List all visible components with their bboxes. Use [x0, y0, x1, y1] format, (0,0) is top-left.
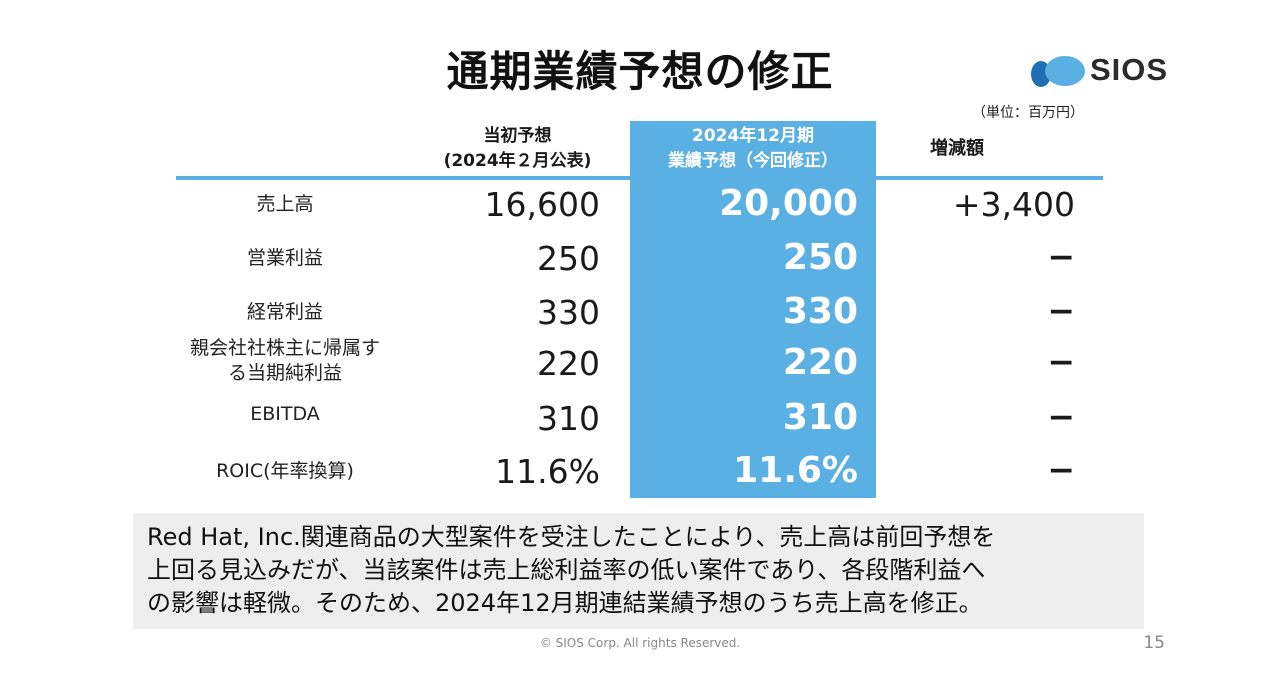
sios-logo: SIOS — [1028, 48, 1178, 94]
header-revised-forecast: 2024年12月期 業績予想（今回修正） — [668, 126, 838, 171]
table-row: 営業利益 250 250 − — [0, 235, 1280, 289]
note-line: の影響は軽微。そのため、2024年12月期連結業績予想のうち売上高を修正。 — [147, 589, 983, 617]
row-label: 経常利益 — [246, 301, 323, 323]
header-original-forecast: 当初予想 (2024年２月公表) — [443, 126, 592, 171]
table-row: 経常利益 330 330 − — [0, 289, 1280, 343]
sios-logo-icon — [1031, 56, 1085, 87]
original-value: 16,600 — [484, 185, 600, 224]
original-value: 220 — [537, 344, 600, 383]
table-row: ROIC(年率換算) 11.6% 11.6% − — [0, 448, 1280, 502]
table-row: EBITDA 310 310 − — [0, 395, 1280, 449]
difference-value: − — [1047, 450, 1075, 489]
row-label: 親会社社株主に帰属す る当期純利益 — [189, 337, 380, 384]
table-row: 売上高 16,600 20,000 +3,400 — [0, 181, 1280, 235]
unit-label: （単位：百万円） — [972, 105, 1084, 121]
difference-value: − — [1047, 291, 1075, 330]
revised-value: 330 — [782, 291, 858, 332]
original-value: 250 — [537, 239, 600, 278]
table-row: 親会社社株主に帰属す る当期純利益 220 220 − — [0, 337, 1280, 392]
revised-value: 220 — [782, 342, 858, 383]
slide-title: 通期業績予想の修正 — [446, 47, 834, 96]
header-difference: 増減額 — [930, 138, 984, 159]
sios-logo-text: SIOS — [1090, 52, 1169, 87]
row-label: 売上高 — [256, 193, 314, 215]
difference-value: − — [1047, 342, 1075, 381]
original-value: 11.6% — [495, 452, 600, 491]
revised-value: 310 — [782, 397, 858, 438]
difference-value: − — [1047, 397, 1075, 436]
copyright: © SIOS Corp. All rights Reserved. — [539, 636, 741, 650]
explanation-note: Red Hat, Inc.関連商品の大型案件を受注したことにより、売上高は前回予… — [133, 513, 1144, 629]
original-value: 310 — [537, 399, 600, 438]
revised-value: 11.6% — [733, 450, 858, 491]
row-label: EBITDA — [250, 403, 320, 425]
row-label: 営業利益 — [246, 247, 323, 269]
page-number: 15 — [1143, 633, 1165, 653]
row-label: ROIC(年率換算) — [216, 460, 354, 482]
header-divider-right — [876, 176, 1103, 180]
difference-value: +3,400 — [952, 185, 1075, 224]
original-value: 330 — [537, 293, 600, 332]
revised-forecast-column — [630, 121, 876, 498]
header-divider-left — [176, 176, 630, 180]
revised-value: 20,000 — [719, 183, 858, 224]
note-line: 上回る見込みだが、当該案件は売上総利益率の低い案件であり、各段階利益へ — [147, 556, 986, 584]
note-line: Red Hat, Inc.関連商品の大型案件を受注したことにより、売上高は前回予… — [147, 523, 996, 551]
difference-value: − — [1047, 237, 1075, 276]
revised-value: 250 — [782, 237, 858, 278]
